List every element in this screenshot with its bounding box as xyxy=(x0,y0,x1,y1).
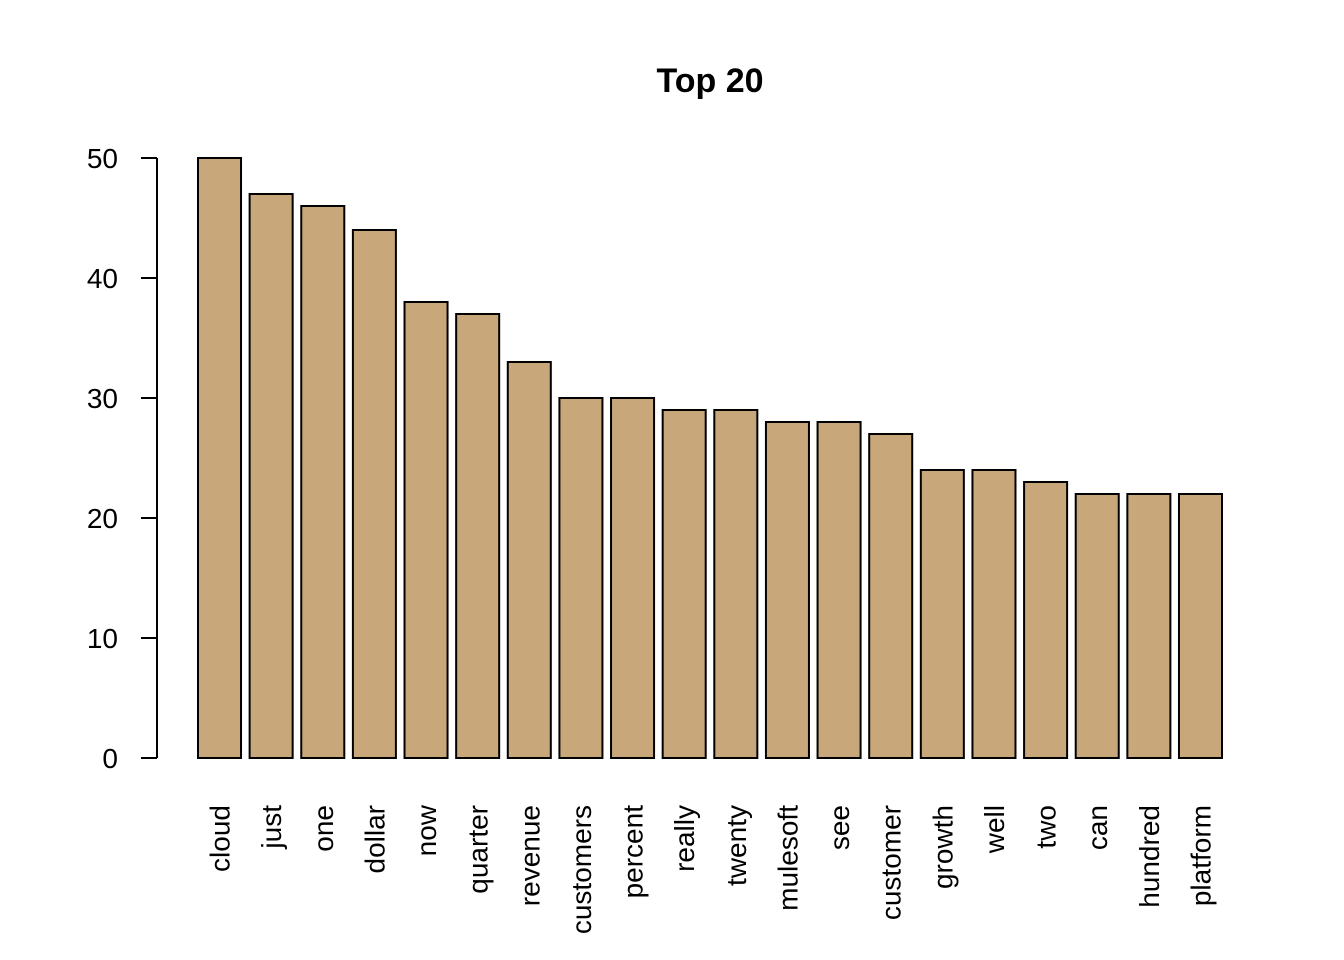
y-tick-label: 40 xyxy=(87,263,118,294)
x-tick-label: just xyxy=(256,805,287,850)
x-tick-label: hundred xyxy=(1134,805,1165,908)
x-tick-label: twenty xyxy=(721,805,752,886)
x-tick-label: one xyxy=(308,805,339,852)
x-tick-label: cloud xyxy=(205,805,236,872)
y-tick-label: 50 xyxy=(87,143,118,174)
y-tick-label: 20 xyxy=(87,503,118,534)
bar-mulesoft xyxy=(764,421,810,759)
x-axis-labels: cloud just one dollar now quarter revenue custo… xyxy=(205,804,1217,934)
y-axis: 0 10 20 30 40 50 xyxy=(87,143,158,774)
x-tick-label: platform xyxy=(1185,805,1216,906)
x-tick-label: really xyxy=(669,805,700,872)
bar-platform xyxy=(1177,493,1223,759)
x-tick-label: growth xyxy=(927,805,958,889)
chart-title: Top 20 xyxy=(656,62,763,100)
x-tick-label: dollar xyxy=(359,805,390,873)
bar-now xyxy=(403,301,449,759)
x-tick-label: can xyxy=(1082,805,1113,850)
x-tick-label: customers xyxy=(566,805,597,934)
bar-dollar xyxy=(351,229,397,759)
bar-revenue xyxy=(506,361,552,759)
bar-see xyxy=(816,421,862,759)
bar-just xyxy=(248,193,294,759)
bar-hundred xyxy=(1126,493,1172,759)
x-tick-label: mulesoft xyxy=(772,805,803,911)
bar-two xyxy=(1023,481,1069,759)
bar-twenty xyxy=(713,409,759,759)
bar-customer xyxy=(868,433,914,759)
y-tick-label: 10 xyxy=(87,623,118,654)
y-tick-label: 0 xyxy=(102,743,118,774)
bar-can xyxy=(1074,493,1120,759)
bar-growth xyxy=(919,469,965,759)
bar-one xyxy=(300,205,346,759)
y-tick-label: 30 xyxy=(87,383,118,414)
x-tick-label: percent xyxy=(618,805,649,899)
x-tick-label: customer xyxy=(876,805,907,920)
bar-really xyxy=(661,409,707,759)
x-tick-label: see xyxy=(824,805,855,850)
bar-well xyxy=(971,469,1017,759)
x-tick-label: revenue xyxy=(514,805,545,906)
x-tick-label: now xyxy=(411,804,442,856)
bars-group xyxy=(197,157,1223,759)
x-tick-label: two xyxy=(1031,805,1062,849)
x-tick-label: well xyxy=(979,805,1010,854)
bar-cloud xyxy=(197,157,243,759)
x-tick-label: quarter xyxy=(463,805,494,894)
bar-customers xyxy=(558,397,604,759)
bar-percent xyxy=(610,397,656,759)
bar-quarter xyxy=(455,313,501,759)
